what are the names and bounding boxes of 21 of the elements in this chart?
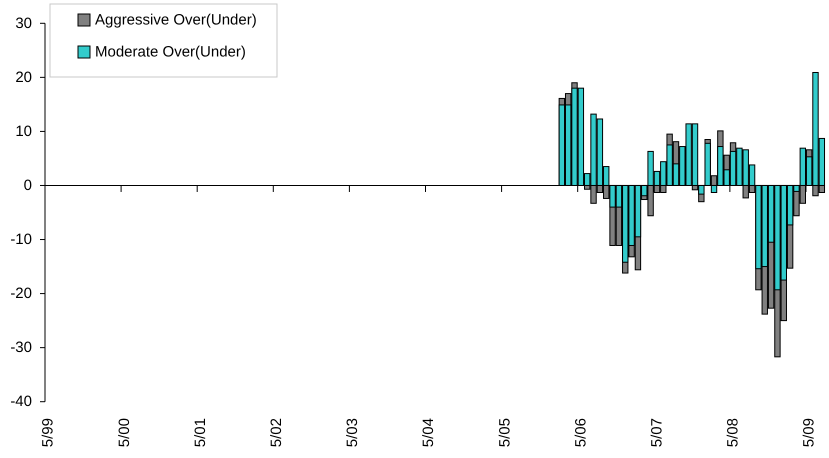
x-tick-label: 5/02 <box>268 418 285 448</box>
x-tick-label: 5/06 <box>572 418 590 448</box>
x-tick-label: 5/03 <box>344 418 362 448</box>
y-tick-label: -10 <box>10 231 32 248</box>
legend-label: Moderate Over(Under) <box>95 44 246 60</box>
x-tick-label: 5/99 <box>40 418 57 448</box>
x-tick-label: 5/05 <box>496 418 514 448</box>
x-tick-label: 5/04 <box>420 418 438 448</box>
x-tick-label: 5/00 <box>116 418 133 448</box>
x-tick-label: 5/01 <box>192 418 209 448</box>
x-tick-label: 5/07 <box>648 418 666 448</box>
y-tick-label: -40 <box>10 393 32 410</box>
y-tick-label: -20 <box>10 285 32 302</box>
y-tick-label: -30 <box>10 339 32 356</box>
x-tick-label: 5/08 <box>724 418 742 448</box>
legend-label: Aggressive Over(Under) <box>95 12 257 28</box>
y-tick-label: 20 <box>15 68 32 86</box>
y-tick-label: 30 <box>15 14 32 32</box>
y-tick-label: 0 <box>24 176 32 194</box>
x-tick-label: 5/09 <box>800 418 818 448</box>
y-tick-label: 10 <box>15 122 32 140</box>
